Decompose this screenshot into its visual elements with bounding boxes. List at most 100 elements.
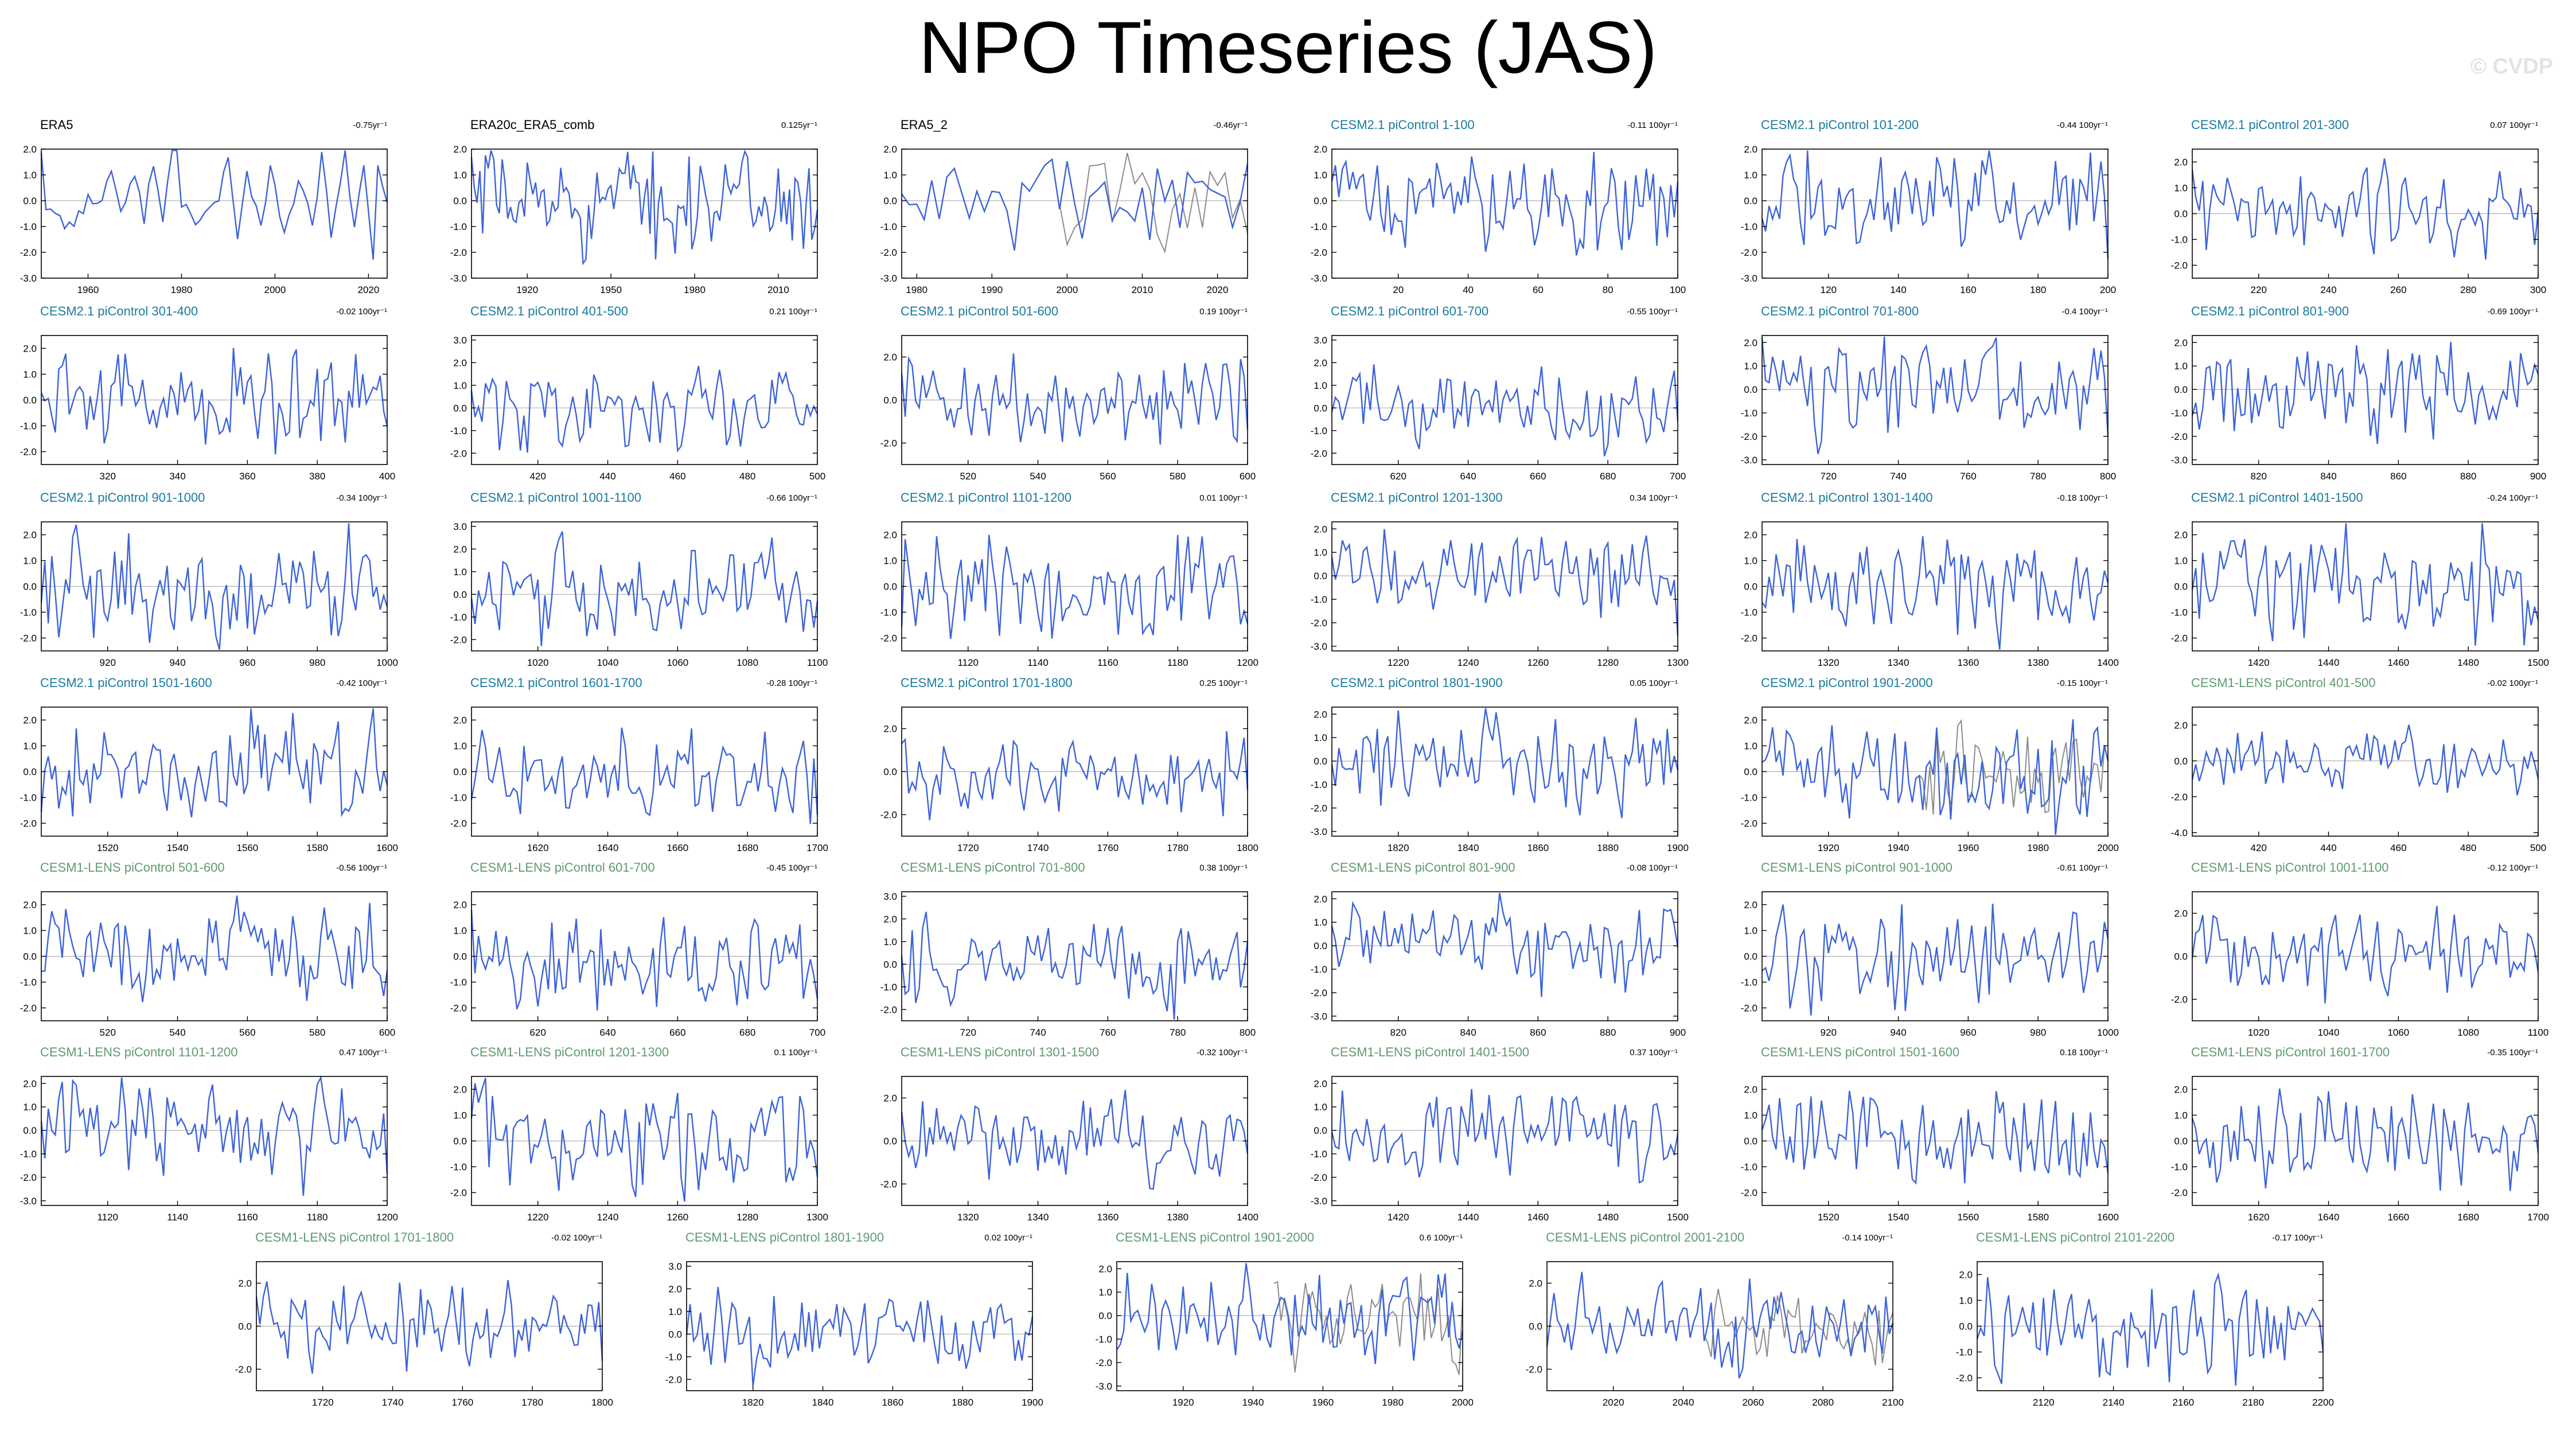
x-tick-label: 1460 — [2387, 657, 2409, 668]
series-line — [470, 531, 819, 646]
y-tick-label: 2.0 — [2174, 908, 2188, 919]
panel: CESM2.1 piControl 701-800 -0.4 100yr⁻¹ 2.0… — [1721, 304, 2122, 482]
y-tick-label: -1.0 — [665, 1352, 682, 1363]
x-tick-label: 1440 — [1457, 1212, 1479, 1223]
trend-label: -0.4 100yr⁻¹ — [2061, 307, 2108, 317]
panel: ERA20c_ERA5_comb 0.125yr⁻¹ 2.0 1.0 0.0 -1.0 -2… — [430, 118, 832, 295]
trend-label: -0.11 100yr⁻¹ — [1627, 120, 1678, 130]
y-tick-label: 1.0 — [1744, 556, 1757, 567]
plot-frame — [1331, 521, 1678, 651]
x-tick-label: 500 — [809, 471, 825, 482]
y-tick-label: -2.0 — [1741, 1188, 1757, 1199]
x-tick-label: 860 — [2390, 471, 2406, 482]
y-tick-label: 2.0 — [1744, 1084, 1757, 1095]
panel-title: CESM2.1 piControl 1801-1900 — [1331, 676, 1503, 690]
y-tick-label: -1.0 — [1741, 607, 1757, 618]
y-tick-label: -1.0 — [2171, 235, 2188, 245]
x-tick-label: 1120 — [957, 657, 979, 668]
x-tick-label: 1620 — [527, 842, 549, 853]
series-line — [901, 353, 1249, 445]
x-tick-label: 1520 — [97, 842, 119, 853]
plot-frame — [2192, 707, 2539, 837]
y-tick-label: 0.0 — [1959, 1321, 1973, 1332]
y-tick-label: -3.0 — [20, 1196, 37, 1207]
trend-label: -0.61 100yr⁻¹ — [2057, 863, 2108, 873]
panel-title: CESM2.1 piControl 901-1000 — [40, 490, 205, 505]
y-tick-label: 0.0 — [883, 395, 897, 406]
x-tick-label: 1320 — [1818, 657, 1840, 668]
panel-title: CESM1-LENS piControl 1701-1800 — [255, 1230, 454, 1244]
y-tick-label: 2.0 — [453, 144, 467, 155]
y-tick-label: -2.0 — [450, 1188, 467, 1199]
x-tick-label: 1180 — [1167, 657, 1188, 668]
y-tick-label: 2.0 — [23, 1078, 37, 1089]
y-tick-label: -1.0 — [20, 1149, 37, 1160]
x-tick-label: 1780 — [521, 1397, 543, 1408]
x-tick-label: 780 — [2030, 471, 2046, 482]
y-tick-label: 1.0 — [2174, 1110, 2188, 1121]
x-tick-label: 380 — [309, 471, 325, 482]
panel: CESM2.1 piControl 301-400 -0.02 100yr⁻¹ 2.… — [0, 304, 402, 482]
x-tick-label: 1740 — [1027, 842, 1049, 853]
y-tick-label: 0.0 — [453, 951, 467, 962]
y-tick-label: 0.0 — [1314, 1125, 1327, 1136]
y-tick-label: 3.0 — [453, 521, 467, 532]
y-tick-label: 2.0 — [1744, 144, 1757, 155]
trend-label: -0.35 100yr⁻¹ — [2487, 1048, 2538, 1058]
y-tick-label: -1.0 — [1741, 977, 1757, 988]
x-tick-label: 460 — [669, 471, 685, 482]
y-tick-label: 3.0 — [668, 1261, 682, 1272]
y-tick-label: 1.0 — [453, 170, 467, 181]
x-tick-label: 740 — [1890, 471, 1906, 482]
x-tick-label: 1960 — [77, 284, 99, 295]
x-tick-label: 580 — [1170, 471, 1186, 482]
x-tick-label: 600 — [379, 1027, 395, 1038]
y-tick-label: -2.0 — [880, 247, 897, 258]
series-line — [1761, 1091, 2109, 1185]
plot-frame — [41, 149, 388, 279]
panel: CESM2.1 piControl 201-300 0.07 100yr⁻¹ 2.0… — [2151, 118, 2552, 295]
x-tick-label: 280 — [2460, 284, 2476, 295]
panel-title: CESM2.1 piControl 1101-1200 — [901, 490, 1071, 505]
y-tick-label: -3.0 — [1311, 1011, 1327, 1022]
timeseries-plot: 2.0 1.0 0.0 -1.0 -2.0 -3.0 1920 1940 1960 1980 200… — [1096, 1261, 1474, 1408]
y-tick-label: 2.0 — [2174, 720, 2188, 731]
y-tick-label: 0.0 — [2174, 1136, 2188, 1147]
series-line — [1331, 892, 1679, 997]
x-tick-label: 2120 — [2033, 1397, 2055, 1408]
y-tick-label: 2.0 — [668, 1283, 682, 1294]
series-line — [1761, 719, 2109, 835]
trend-label: 0.1 100yr⁻¹ — [774, 1048, 817, 1058]
panel-title: CESM1-LENS piControl 1001-1100 — [2191, 860, 2389, 875]
y-tick-label: -3.0 — [2171, 455, 2188, 466]
x-tick-label: 1880 — [1597, 842, 1619, 853]
y-tick-label: -1.0 — [1311, 964, 1327, 975]
x-tick-label: 1580 — [2027, 1212, 2049, 1223]
panel: CESM1-LENS piControl 701-800 0.38 100yr⁻¹… — [860, 860, 1262, 1038]
panel-title: CESM1-LENS piControl 901-1000 — [1761, 860, 1953, 875]
y-tick-label: 1.0 — [23, 170, 37, 181]
series-line — [901, 1090, 1249, 1190]
panel: CESM2.1 piControl 1901-2000 -0.15 100yr⁻¹… — [1721, 676, 2122, 853]
x-tick-label: 1460 — [1527, 1212, 1549, 1223]
series-line — [470, 1078, 819, 1202]
x-tick-label: 2160 — [2172, 1397, 2194, 1408]
x-tick-label: 1360 — [1957, 657, 1979, 668]
timeseries-plot: 2.0 1.0 0.0 -1.0 -2.0 -3.0 820 840 860 880 900 — [1311, 891, 1686, 1038]
x-tick-label: 1680 — [2457, 1212, 2479, 1223]
y-tick-label: -1.0 — [1311, 426, 1327, 436]
panel-title: CESM2.1 piControl 701-800 — [1761, 304, 1919, 318]
panel: CESM2.1 piControl 1201-1300 0.34 100yr⁻¹ 2… — [1291, 490, 1692, 668]
y-tick-label: -1.0 — [1741, 793, 1757, 803]
x-tick-label: 1780 — [1167, 842, 1188, 853]
y-tick-label: 2.0 — [23, 344, 37, 354]
panel: CESM1-LENS piControl 1101-1200 0.47 100yr… — [0, 1045, 402, 1223]
y-tick-label: 1.0 — [883, 170, 897, 181]
x-tick-label: 820 — [2251, 471, 2267, 482]
y-tick-label: -3.0 — [1311, 826, 1327, 837]
trend-label: -0.02 100yr⁻¹ — [2487, 678, 2538, 688]
x-tick-label: 1280 — [736, 1212, 758, 1223]
x-tick-label: 1980 — [1382, 1397, 1404, 1408]
y-tick-label: 0.0 — [883, 1136, 897, 1147]
y-tick-label: -2.0 — [20, 818, 37, 829]
